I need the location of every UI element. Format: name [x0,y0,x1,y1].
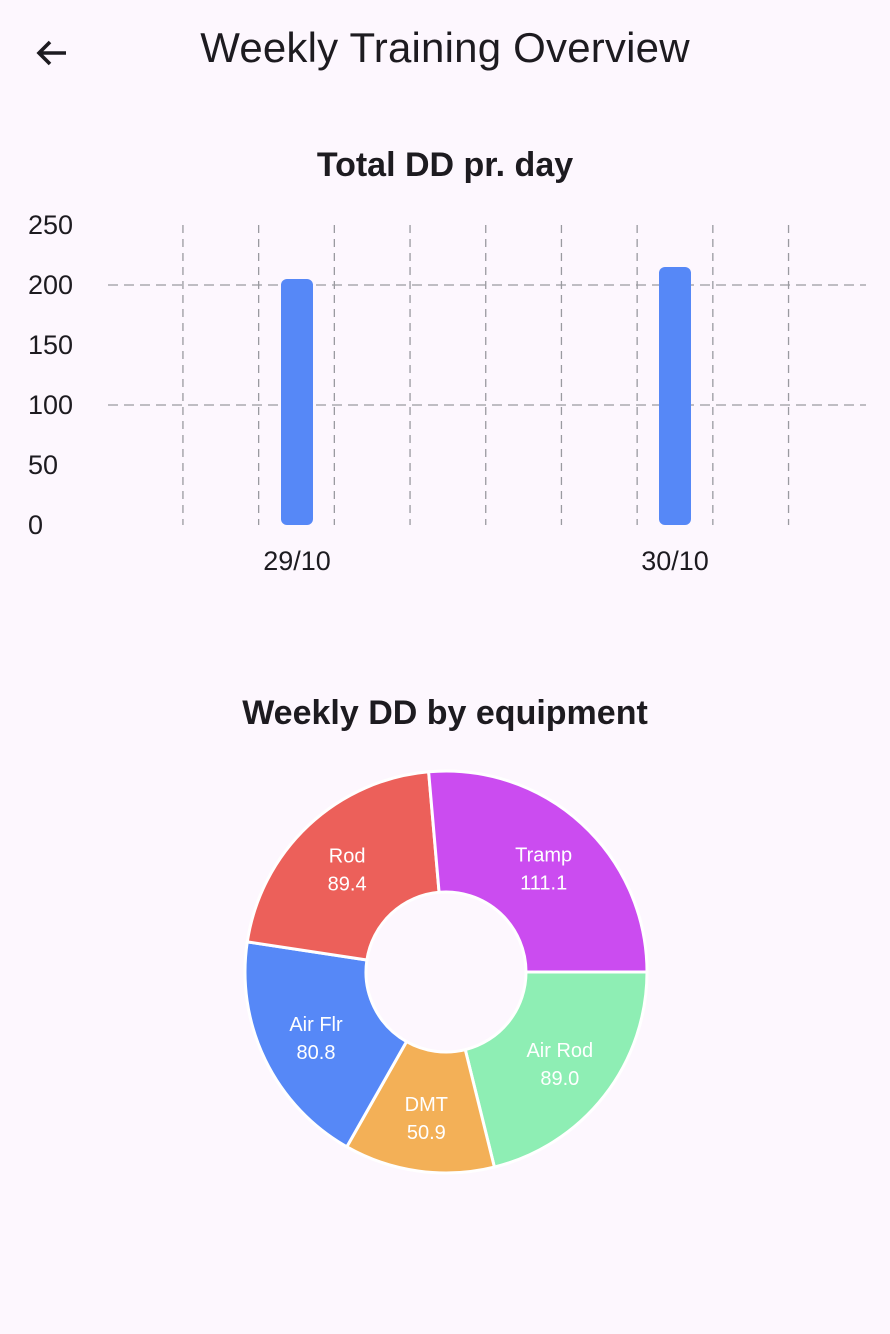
y-tick-label: 100 [28,390,73,420]
pie-chart-title: Weekly DD by equipment [242,694,648,732]
app-bar: Weekly Training Overview [0,0,890,104]
y-tick-label: 200 [28,270,73,300]
y-tick-label: 250 [28,210,73,240]
bar [659,267,691,525]
grid-lines [108,225,866,525]
slice-label: Tramp [515,844,572,866]
y-tick-label: 150 [28,330,73,360]
pie-slice [427,769,649,974]
slice-value-label: 89.4 [328,874,367,896]
slice-label: Air Rod [526,1040,593,1062]
slice-value-label: 89.0 [540,1068,579,1090]
page-title: Weekly Training Overview [200,24,690,71]
y-tick-label: 50 [28,450,58,480]
slice-label: DMT [405,1094,448,1116]
pie-slice [463,970,649,1169]
x-tick-label: 29/10 [263,546,331,576]
pie-chart: Air Rod 89.0 DMT 50.9 Air Flr 80.8 Rod 89.4 Tram… [243,769,649,1175]
bar-chart: 0 50 100 150 200 250 29/10 30/10 [28,210,866,576]
slice-label: Rod [329,846,366,868]
slice-value-label: 80.8 [297,1042,336,1064]
bar [281,279,313,525]
back-button[interactable] [20,25,84,81]
slice-label: Air Flr [289,1014,343,1036]
y-tick-label: 0 [28,510,43,540]
slice-value-label: 111.1 [520,872,567,894]
pie-slice [245,770,441,962]
x-tick-label: 30/10 [641,546,709,576]
pie-slice [243,940,409,1149]
slice-value-label: 50.9 [407,1122,446,1144]
arrow-back-icon [36,40,66,66]
bar-chart-title: Total DD pr. day [316,146,574,184]
